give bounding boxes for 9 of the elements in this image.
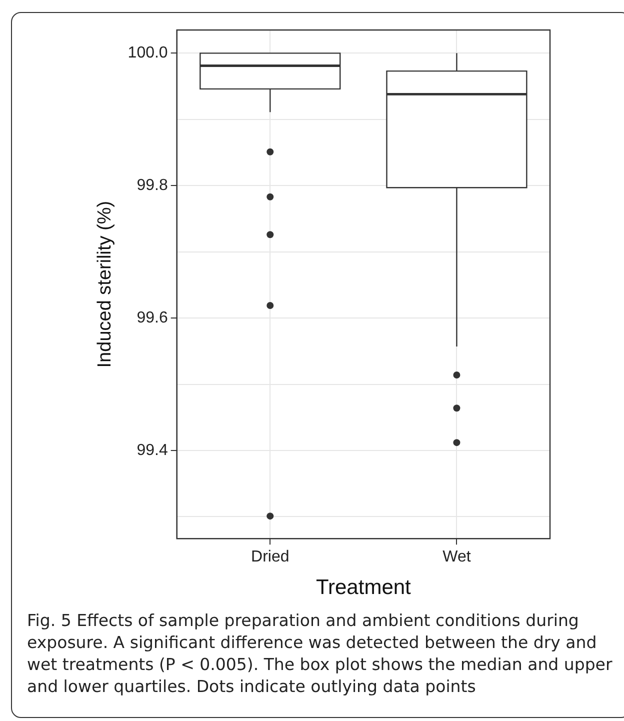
x-tick-label: Wet — [442, 548, 472, 566]
y-tick-label: 100.0 — [128, 44, 168, 62]
y-tick-label: 99.8 — [136, 177, 168, 194]
y-tick-label: 99.4 — [136, 442, 168, 459]
caption: Fig. 5 Effects of sample preparation and ambient conditions during exposure. A significant difference was detected between the dry and wet treatments (P < 0.005). The box plot shows the median and upper and lower quartiles. Dots indicate outlying data points — [27, 610, 614, 698]
x-axis-title: Treatment — [316, 576, 412, 600]
y-tick-label: 99.6 — [136, 309, 168, 326]
y-axis-title: Induced sterility (%) — [94, 200, 116, 368]
x-tick-label: Dried — [251, 548, 290, 566]
